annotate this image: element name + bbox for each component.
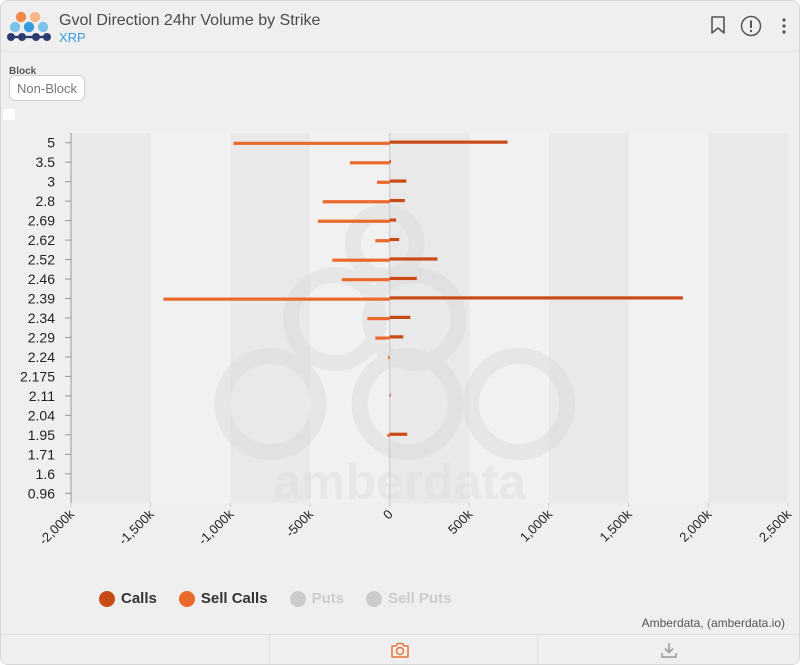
watermark-ring <box>344 204 425 284</box>
plot-band <box>230 133 310 503</box>
filter-toggle-box[interactable] <box>3 109 15 120</box>
sell-calls-bar-2.29[interactable] <box>375 336 390 340</box>
sell-calls-bar-3[interactable] <box>376 180 390 184</box>
y-tick-label: 2.8 <box>36 193 56 209</box>
calls-bar-3[interactable] <box>389 179 407 183</box>
sell-calls-bar-1.95[interactable] <box>387 433 390 438</box>
y-tick-label: 1.6 <box>36 466 56 482</box>
y-tick-label: 2.11 <box>29 388 55 404</box>
y-tick-label: 2.24 <box>28 349 55 365</box>
calls-bar-2.52[interactable] <box>389 257 438 261</box>
legend-item-sell-calls[interactable]: Sell Calls <box>178 590 268 607</box>
sell-calls-bar-3.5[interactable] <box>349 161 390 165</box>
calls-bar-2.62[interactable] <box>389 237 400 242</box>
legend-dot <box>178 590 195 607</box>
legend-item-puts[interactable]: Puts <box>289 590 345 607</box>
sell-calls-bar-2.46[interactable] <box>341 278 390 282</box>
calls-bar-2.29[interactable] <box>389 335 404 339</box>
x-tick-label: -500k <box>283 506 317 540</box>
calls-bar-2.34[interactable] <box>389 315 411 319</box>
calls-bar-2.11[interactable] <box>389 393 391 397</box>
x-tick-label: 2,500k <box>756 506 795 545</box>
chart-title: Gvol Direction 24hr Volume by Strike <box>59 12 321 29</box>
y-tick-label: 3 <box>47 174 55 190</box>
plot-band <box>469 133 549 503</box>
calls-bar-5[interactable] <box>389 140 508 144</box>
calls-bar-2.8[interactable] <box>389 198 405 203</box>
block-filter-select[interactable]: Non-Block <box>9 75 85 101</box>
x-tick-label: 2,000k <box>676 506 715 545</box>
legend-dot <box>289 590 306 607</box>
sell-calls-bar-2.69[interactable] <box>317 219 390 223</box>
sell-calls-bar-2.39[interactable] <box>163 297 390 301</box>
y-tick-label: 2.69 <box>28 213 55 229</box>
y-tick-label: 1.71 <box>28 446 55 462</box>
x-tick-label: -1,500k <box>116 506 158 548</box>
legend-dot <box>366 590 383 607</box>
download-icon[interactable] <box>659 641 679 659</box>
y-tick-label: 1.95 <box>28 427 55 443</box>
volume-by-strike-chart: amberdata 5 3.5 3 2.8 2.69 2.62 2.52 2.46 2.39 2.3… <box>20 133 795 548</box>
chart-credit[interactable]: Amberdata, (amberdata.io) <box>641 616 785 630</box>
info-icon[interactable] <box>740 15 762 37</box>
legend-item-sell-puts[interactable]: Sell Puts <box>366 590 451 607</box>
sell-calls-bar-2.52[interactable] <box>332 258 390 262</box>
footer-divider <box>269 635 270 664</box>
plot-band <box>71 133 151 503</box>
camera-icon[interactable] <box>390 641 410 659</box>
sell-calls-bar-5[interactable] <box>233 141 390 145</box>
sell-calls-bar-2.34[interactable] <box>367 317 390 321</box>
sell-calls-bar-2.62[interactable] <box>375 239 390 243</box>
x-tick-label: 500k <box>445 506 476 537</box>
y-tick-label: 2.175 <box>20 368 55 384</box>
chart-footer <box>1 634 799 664</box>
watermark-ring <box>463 348 575 460</box>
y-tick-label: 2.62 <box>28 232 55 248</box>
watermark-ring <box>214 348 327 460</box>
chart-legend: Calls Sell Calls Puts Sell Puts <box>99 590 473 607</box>
y-tick-label: 3.5 <box>36 154 56 170</box>
plot-band <box>708 133 788 503</box>
y-tick-label: 2.46 <box>28 271 55 287</box>
amberdata-logo-icon <box>7 11 51 41</box>
x-tick-label: 1,000k <box>517 506 556 545</box>
y-tick-label: 2.29 <box>28 329 55 345</box>
legend-label: Sell Calls <box>200 590 268 607</box>
chart-header: Gvol Direction 24hr Volume by Strike XRP <box>1 1 799 52</box>
y-tick-label: 5 <box>47 135 55 151</box>
y-tick-label: 2.39 <box>28 291 55 307</box>
amberdata-watermark: amberdata <box>214 204 575 510</box>
x-tick-label: -1,000k <box>195 506 237 548</box>
y-tick-label: 2.52 <box>28 252 55 268</box>
calls-bar-2.39[interactable] <box>389 296 683 300</box>
plot-band <box>150 133 231 503</box>
legend-label: Calls <box>121 590 157 607</box>
more-icon[interactable] <box>780 17 788 35</box>
calls-bar-1.95[interactable] <box>389 432 408 436</box>
calls-bar-2.46[interactable] <box>389 276 417 281</box>
bookmark-icon[interactable] <box>709 15 727 35</box>
footer-divider <box>537 635 538 664</box>
legend-label: Puts <box>311 590 345 607</box>
legend-dot <box>99 590 115 607</box>
legend-label: Sell Puts <box>388 590 452 607</box>
watermark-text: amberdata <box>273 454 527 510</box>
plot-band <box>549 133 629 503</box>
sell-calls-bar-2.8[interactable] <box>322 200 390 204</box>
asset-subtitle: XRP <box>59 30 86 45</box>
y-tick-label: 2.34 <box>28 310 55 326</box>
plot-band <box>628 133 709 503</box>
x-tick-label: 1,500k <box>597 506 636 545</box>
y-tick-label: 2.04 <box>28 407 55 423</box>
calls-bar-2.69[interactable] <box>389 218 397 222</box>
calls-bar-3.5[interactable] <box>389 160 391 164</box>
watermark-ring <box>351 348 464 460</box>
y-tick-label: 0.96 <box>28 485 55 501</box>
sell-calls-bar-2.24[interactable] <box>388 355 390 360</box>
legend-item-calls[interactable]: Calls <box>99 590 157 607</box>
x-tick-label: -2,000k <box>36 506 78 548</box>
block-filter-label: Block <box>9 66 37 77</box>
